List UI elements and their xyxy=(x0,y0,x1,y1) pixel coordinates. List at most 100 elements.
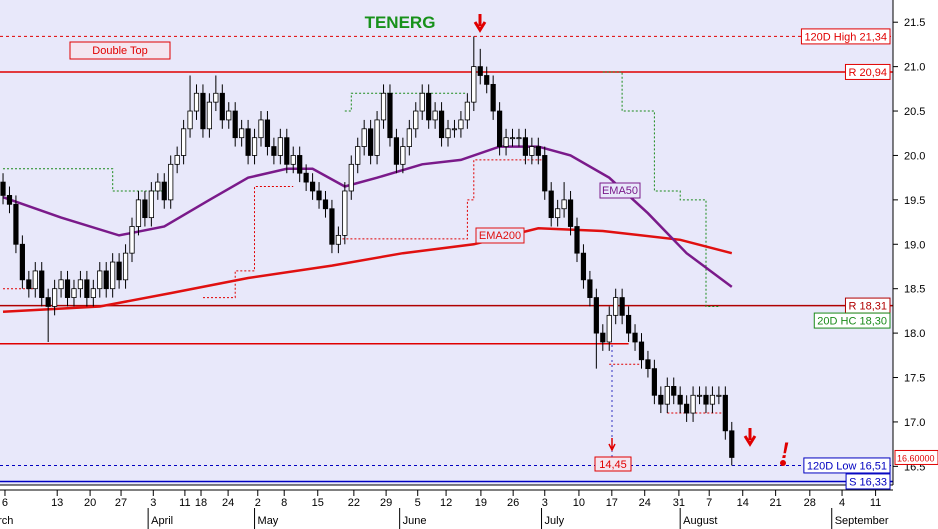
candle-body xyxy=(239,128,245,139)
y-tick-label: 18.0 xyxy=(904,328,925,340)
y-tick-label: 17.0 xyxy=(904,417,925,429)
candle-body xyxy=(251,137,258,156)
annotation-shapes xyxy=(473,14,786,466)
level-label: S 16,33 xyxy=(849,476,887,488)
candle-body xyxy=(206,101,213,130)
x-tick-label: 3 xyxy=(150,497,156,509)
candle-body xyxy=(13,203,19,245)
candle-body xyxy=(509,137,516,140)
candle-body xyxy=(290,155,296,165)
month-label: September xyxy=(835,515,889,527)
candle-body xyxy=(0,181,6,196)
candle-body xyxy=(58,279,64,290)
candle-body xyxy=(258,119,264,139)
indicator-line xyxy=(2,227,733,314)
candle-body xyxy=(361,128,367,147)
candle-body xyxy=(400,146,406,165)
candle-body xyxy=(716,394,722,397)
annotation-box xyxy=(69,41,171,60)
candle-body xyxy=(535,146,541,156)
candle-body xyxy=(542,155,548,192)
x-tick-label: 10 xyxy=(573,497,585,509)
level-label-box xyxy=(800,28,891,45)
x-tick-label: 11 xyxy=(179,497,190,509)
candle-body xyxy=(148,190,154,219)
candle-body xyxy=(729,430,735,458)
candle-body xyxy=(19,243,25,281)
x-tick-label: 15 xyxy=(312,497,324,509)
x-tick-label: 24 xyxy=(639,497,651,509)
y-tick-label: 21.5 xyxy=(904,17,925,29)
candle-body xyxy=(155,181,161,192)
candle-body xyxy=(135,199,142,227)
x-tick-label: 13 xyxy=(51,497,63,509)
candle-body xyxy=(303,172,309,183)
level-label-box xyxy=(844,63,891,80)
candle-body xyxy=(567,199,574,227)
candle-body xyxy=(432,110,438,121)
candle-body xyxy=(561,199,567,210)
x-tick-label: 8 xyxy=(281,497,287,509)
candle-body xyxy=(658,394,664,405)
level-label: 120D Low 16,51 xyxy=(807,460,887,472)
x-tick-label: 21 xyxy=(770,497,782,509)
x-tick-label: 7 xyxy=(706,497,712,509)
x-tick-label: 12 xyxy=(440,497,452,509)
candle-body xyxy=(329,208,335,245)
candle-body xyxy=(110,261,116,290)
candle-body xyxy=(606,314,612,343)
candle-body xyxy=(39,270,45,298)
series-label: EMA200 xyxy=(479,230,521,242)
x-tick-label: 17 xyxy=(606,497,618,509)
candle-body xyxy=(387,92,393,139)
candle-body xyxy=(393,137,400,165)
x-tick-label: 3 xyxy=(542,497,548,509)
candle-body xyxy=(684,403,690,414)
candle-body xyxy=(497,110,503,147)
candle-body xyxy=(122,252,129,281)
month-label: March xyxy=(0,515,13,527)
candle-body xyxy=(277,137,283,156)
x-tick-label: 28 xyxy=(804,497,816,509)
y-tick-label: 20.0 xyxy=(904,150,925,162)
candle-body xyxy=(555,208,561,219)
candle-body xyxy=(142,199,148,219)
candle-body xyxy=(174,155,180,165)
candle-body xyxy=(129,226,135,254)
level-label: 120D High 21,34 xyxy=(804,31,887,43)
candle-body xyxy=(529,146,535,156)
candle-body xyxy=(522,137,529,156)
x-tick-label: 19 xyxy=(475,497,487,509)
annotation: ! xyxy=(781,438,788,463)
candle-body xyxy=(264,119,271,147)
candle-body xyxy=(71,288,77,298)
candle-body xyxy=(103,270,109,290)
candle-body xyxy=(219,92,225,121)
level-label: R 20,94 xyxy=(848,67,887,79)
plot-area xyxy=(0,0,893,485)
last-price-box xyxy=(894,449,938,465)
candle-body xyxy=(464,101,470,121)
candle-body xyxy=(638,341,645,361)
candle-body xyxy=(690,394,696,414)
x-tick-label: 27 xyxy=(115,497,127,509)
candle-body xyxy=(703,394,709,405)
candle-body xyxy=(187,110,193,130)
x-tick-label: 11 xyxy=(870,497,881,509)
candle-body xyxy=(645,359,651,370)
y-tick-label: 21.0 xyxy=(904,62,925,74)
month-label: April xyxy=(151,515,173,527)
candle-body xyxy=(52,288,58,307)
candle-body xyxy=(516,137,522,140)
candle-body xyxy=(284,137,290,165)
candle-body xyxy=(45,297,51,307)
candle-body xyxy=(161,181,167,201)
candle-body xyxy=(484,75,490,85)
x-tick-label: 4 xyxy=(839,497,845,509)
candle-body xyxy=(26,279,32,290)
x-tick-label: 14 xyxy=(737,497,749,509)
candle-body xyxy=(445,128,451,139)
y-tick-label: 17.5 xyxy=(904,373,925,385)
arrow xyxy=(743,428,757,447)
candle-body xyxy=(181,128,187,156)
